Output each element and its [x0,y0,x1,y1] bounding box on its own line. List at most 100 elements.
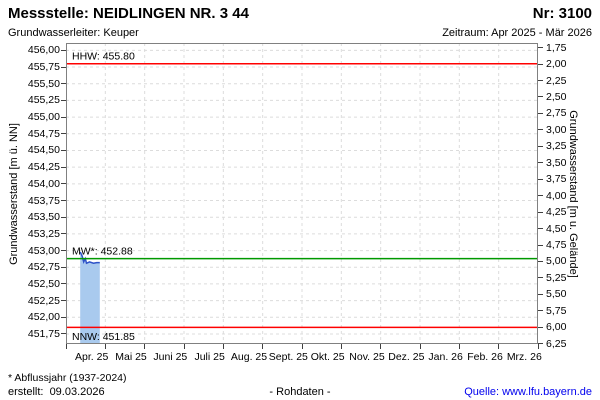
x-tickmark [301,344,303,349]
x-tickmark [458,344,460,349]
y-right-tick-label: 3,25 [546,140,567,153]
y-left-tickmark [61,166,66,168]
y-right-tick-label: 3,50 [546,156,567,169]
y-left-tickmark [61,66,66,68]
y-left-tickmark [61,250,66,252]
x-tick-label: Aug. 25 [230,351,268,363]
y-left-tickmark [61,49,66,51]
y-left-tick-label: 455,00 [27,111,60,124]
y-right-tick-label: 2,25 [546,74,567,87]
y-right-tickmark [538,129,543,131]
y-left-tickmark [61,200,66,201]
y-right-tickmark [538,244,543,246]
x-tick-label: Nov. 25 [349,351,385,363]
x-tickmark [340,344,342,349]
x-tick-label: Feb. 26 [467,351,503,363]
y-right-tickmark [538,145,543,147]
y-right-tick-label: 2,75 [546,107,567,120]
period-label: Zeitraum: Apr 2025 - Mär 2026 [442,27,592,39]
y-left-tickmark [61,99,66,101]
y-left-tickmark [61,283,66,285]
y-right-tick-label: 5,50 [546,288,567,301]
footnote-abflussjahr: * Abflussjahr (1937-2024) [8,372,127,384]
x-tickmark [183,344,185,349]
y-right-tickmark [538,63,543,65]
y-left-tick-label: 453,00 [27,244,60,257]
y-right-tickmark [538,310,543,312]
x-tickmark [144,344,146,349]
x-tick-label: Mrz. 26 [506,351,542,363]
x-tickmark [262,344,264,349]
series-fill-area [80,251,100,344]
y-left-tick-label: 454,75 [27,127,60,140]
y-right-tickmark [538,211,543,213]
x-tick-label: Mai 25 [115,351,147,363]
y-left-tick-label: 453,50 [27,211,60,224]
y-right-tick-label: 2,00 [546,58,567,71]
x-tickmark [65,344,67,349]
y-left-tick-label: 453,75 [27,194,60,207]
aquifer-label: Grundwasserleiter: Keuper [8,27,139,39]
refline-label-hhw: HHW: 455.80 [72,51,135,63]
station-number: Nr: 3100 [532,5,592,22]
y-right-tick-label: 5,75 [546,304,567,317]
y-right-tick-label: 4,75 [546,239,567,252]
x-tick-label: Juli 25 [194,351,225,363]
refline-label-mw: MW*: 452.88 [72,246,133,258]
y-right-tick-label: 5,00 [546,255,567,268]
y-left-tickmark [61,133,66,135]
y-left-tick-label: 455,75 [27,61,60,74]
y-right-tickmark [538,228,543,230]
x-tickmark [419,344,421,349]
y-right-tickmark [538,112,543,114]
x-tick-label: Dez. 25 [388,351,425,363]
refline-label-nnw: NNW: 451.85 [72,331,135,343]
y-right-tickmark [538,162,543,164]
y-right-tick-label: 3,00 [546,123,567,136]
y-right-tickmark [538,96,543,98]
x-tick-label: Jan. 26 [428,351,463,363]
y-right-tickmark [538,326,543,328]
y-right-tick-label: 4,00 [546,189,567,202]
y-left-tick-label: 454,50 [27,144,60,157]
y-right-tickmark [538,47,543,49]
y-left-tick-label: 455,25 [27,94,60,107]
y-right-tick-label: 1,75 [546,41,567,54]
y-left-tick-label: 455,50 [27,77,60,90]
x-tick-label: Apr. 25 [75,351,109,363]
y-right-tick-label: 5,25 [546,271,567,284]
y-right-tickmark [538,195,543,197]
y-right-tickmark [538,178,543,180]
y-right-tick-label: 2,50 [546,90,567,103]
y-left-tick-label: 452,50 [27,277,60,290]
y-left-tick-label: 452,75 [27,261,60,274]
x-tickmark [104,344,106,349]
y-left-tickmark [61,83,66,85]
station-title: Messstelle: NEIDLINGEN NR. 3 44 [8,5,249,22]
x-tickmark [380,344,382,349]
y-left-tickmark [61,216,66,218]
x-tickmark [498,344,500,349]
y-right-tickmark [538,277,543,279]
y-left-tickmark [61,266,66,268]
y-left-tick-label: 452,00 [27,311,60,324]
y-left-tickmark [61,316,66,318]
y-left-tick-label: 454,25 [27,161,60,174]
rohdaten-label: - Rohdaten - [269,386,331,398]
source-link[interactable]: Quelle: www.lfu.bayern.de [464,386,592,398]
y-left-tick-label: 452,25 [27,294,60,307]
x-tickmark [537,344,539,349]
y-right-tickmark [538,80,543,81]
x-tickmark [222,344,224,349]
created-date: erstellt: 09.03.2026 [8,386,105,398]
y-left-tick-label: 453,25 [27,227,60,240]
y-right-tick-label: 6,00 [546,321,567,334]
x-tick-label: Juni 25 [153,351,188,363]
y-left-tickmark [61,183,66,185]
y-right-tickmark [538,260,543,262]
plot-border [66,43,538,344]
y-left-tick-label: 451,75 [27,327,60,340]
y-right-tick-label: 4,50 [546,222,567,235]
y-right-tick-label: 4,25 [546,206,567,219]
